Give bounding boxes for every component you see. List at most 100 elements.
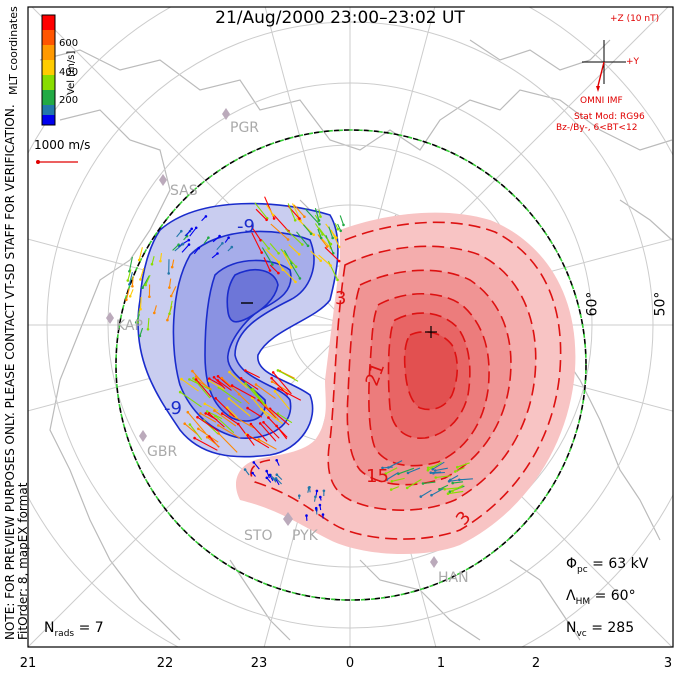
velocity-vector-origin: [254, 383, 258, 386]
velocity-vector-origin: [406, 471, 410, 475]
velocity-vector-origin: [303, 215, 306, 218]
velocity-vector-origin: [314, 506, 318, 510]
station-sto: STO: [244, 528, 273, 544]
velocity-vector: [206, 436, 220, 448]
velocity-vector-origin: [270, 376, 273, 380]
velocity-vector-origin: [230, 384, 234, 387]
velocity-vector-origin: [317, 219, 321, 222]
velocity-vector-origin: [273, 390, 277, 393]
velocity-vector: [245, 370, 260, 379]
velocity-vector: [271, 377, 289, 396]
velocity-vector-origin: [297, 253, 301, 256]
velocity-vector: [317, 234, 328, 247]
velocity-vector-origin: [294, 265, 298, 269]
velocity-vector: [226, 407, 238, 419]
mlt-tick-0: 0: [345, 656, 355, 671]
velocity-vector-origin: [196, 415, 199, 419]
velocity-vector-origin: [342, 223, 345, 227]
velocity-vector: [181, 378, 199, 392]
velocity-vector-origin: [166, 318, 169, 322]
velocity-vector: [214, 410, 237, 427]
velocity-vector: [127, 269, 132, 281]
velocity-vector-origin: [426, 466, 430, 470]
velocity-vector: [125, 288, 130, 300]
velocity-vector-origin: [265, 218, 268, 222]
velocity-vector: [283, 269, 296, 283]
velocity-vector-origin: [387, 466, 390, 469]
velocity-vector-origin: [168, 286, 171, 289]
velocity-vector: [229, 371, 248, 389]
velocity-vector-origin: [227, 236, 230, 239]
positive-cell: [235, 212, 576, 555]
velocity-vector-origin: [430, 493, 433, 497]
map-title: 21/Aug/2000 23:00–23:02 UT: [215, 8, 465, 28]
velocity-vector-origin: [290, 266, 293, 269]
velocity-vector-origin: [274, 477, 278, 480]
velocity-vector: [238, 393, 250, 405]
velocity-vector: [189, 227, 197, 237]
velocity-vector: [168, 278, 172, 288]
contour-label-neg-2: -9: [164, 398, 182, 419]
velocity-vector-origin: [385, 478, 389, 481]
velocity-vector-origin: [205, 410, 209, 413]
velocity-vector: [452, 484, 464, 492]
velocity-vector: [391, 477, 405, 482]
velocity-vector: [385, 467, 398, 475]
velocity-vector: [317, 228, 322, 239]
velocity-vector-origin: [207, 379, 211, 383]
velocity-vector-origin: [277, 387, 280, 390]
velocity-vector: [277, 413, 293, 424]
velocity-vector: [324, 246, 340, 262]
velocity-vector-origin: [293, 219, 297, 222]
velocity-vector-origin: [193, 436, 196, 440]
velocity-vector: [422, 481, 436, 485]
velocity-vector: [269, 264, 279, 274]
velocity-vector-origin: [204, 412, 207, 415]
velocity-vector: [205, 412, 218, 421]
velocity-vector: [258, 438, 277, 450]
velocity-vector-origin: [337, 245, 341, 249]
velocity-vector: [285, 228, 303, 245]
velocity-vector: [314, 208, 320, 221]
velocity-vector-origin: [431, 467, 435, 471]
velocity-vector: [427, 461, 442, 471]
velocity-vector-origin: [194, 378, 198, 381]
velocity-vector-origin: [138, 334, 142, 338]
velocity-vector: [255, 208, 267, 221]
velocity-vector: [218, 424, 241, 439]
imf-source: OMNI IMF: [580, 96, 623, 106]
velocity-vector: [208, 380, 225, 391]
velocity-vector-origin: [159, 259, 162, 263]
velocity-vector-origin: [438, 488, 441, 491]
cross-polar-potential: Φpc = 63 kV: [566, 556, 648, 575]
velocity-vector-origin: [336, 227, 340, 231]
velocity-vector-origin: [389, 488, 393, 491]
velocity-vector-origin: [216, 252, 219, 255]
velocity-vector-origin: [249, 422, 253, 426]
velocity-vector: [386, 472, 399, 481]
velocity-vector-origin: [220, 376, 224, 380]
station-sas: SAS: [170, 183, 198, 199]
velocity-vector: [139, 296, 142, 310]
nrads-value: = 7: [78, 620, 104, 636]
velocity-vector: [259, 423, 277, 442]
velocity-vector-origin: [264, 404, 267, 407]
velocity-vector-origin: [207, 236, 210, 239]
velocity-vector-origin: [434, 476, 438, 479]
mlt-tick-21: 21: [19, 656, 37, 671]
velocity-vector: [145, 274, 151, 286]
velocity-vector-origin: [214, 397, 217, 400]
velocity-vector-origin: [319, 259, 323, 263]
stat-model-condition: Bz-/By-, 6<BT<12: [556, 123, 638, 133]
velocity-vector: [217, 379, 232, 391]
velocity-vector-origin: [381, 466, 384, 470]
velocity-vector-origin: [429, 471, 433, 475]
mlt-tick-1: 1: [436, 656, 446, 671]
velocity-vector: [213, 376, 226, 389]
velocity-vector-origin: [137, 258, 141, 262]
stat-model: Stat Mod: RG96: [574, 112, 645, 122]
velocity-vector-origin: [275, 459, 279, 462]
velocity-vector: [277, 369, 299, 382]
velocity-vector: [296, 231, 309, 247]
velocity-vector: [431, 487, 445, 496]
